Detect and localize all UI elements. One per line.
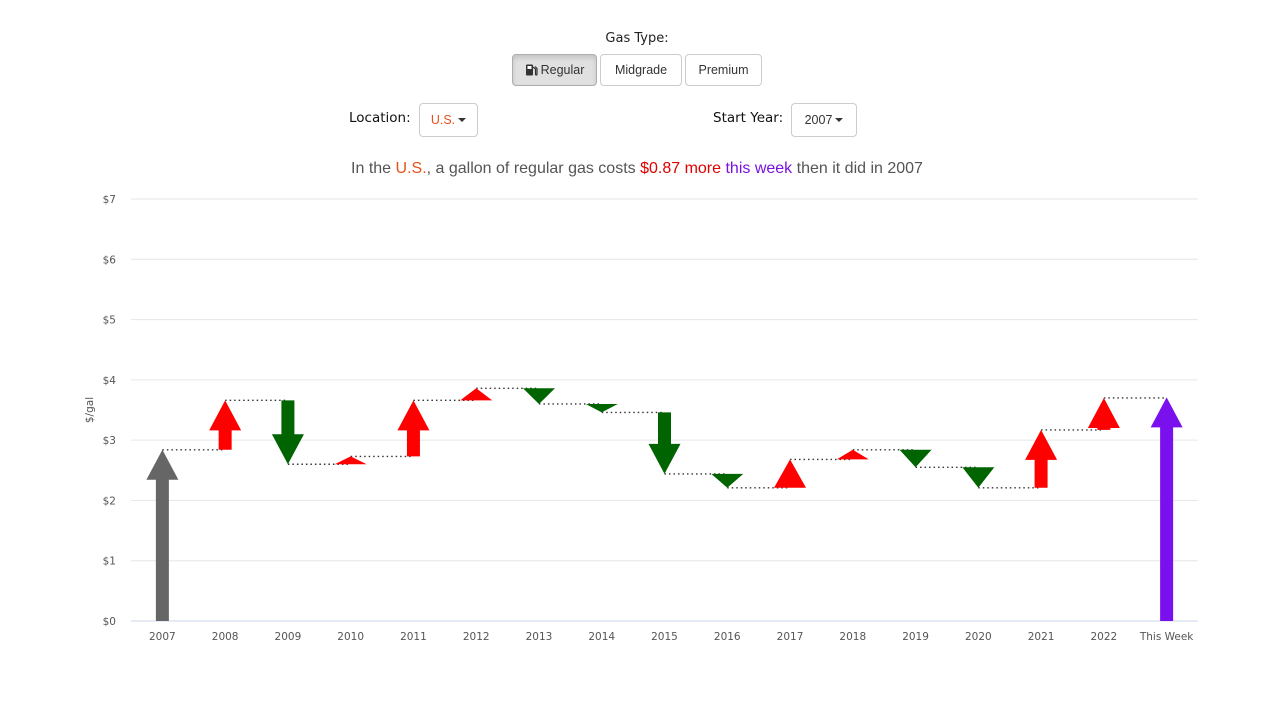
premium-button[interactable]: Premium bbox=[685, 54, 762, 86]
gas-pump-icon bbox=[525, 64, 538, 76]
x-tick-label: 2013 bbox=[526, 631, 553, 643]
x-tick-label: 2022 bbox=[1090, 631, 1117, 643]
bar-arrow-current bbox=[1150, 397, 1183, 621]
headline-middle: , a gallon of regular gas costs bbox=[426, 160, 641, 177]
midgrade-button-label: Midgrade bbox=[614, 63, 668, 77]
y-tick-label: $5 bbox=[103, 315, 116, 327]
x-tick-label: 2015 bbox=[651, 631, 678, 643]
regular-button[interactable]: Regular bbox=[512, 54, 597, 86]
bar-arrow-up bbox=[836, 449, 869, 460]
x-tick-label: 2021 bbox=[1028, 631, 1055, 643]
bar-arrow-down bbox=[899, 449, 932, 468]
location-label: Location: bbox=[349, 110, 411, 126]
x-tick-label: 2016 bbox=[714, 631, 741, 643]
regular-button-label: Regular bbox=[540, 63, 585, 77]
y-tick-label: $0 bbox=[103, 616, 116, 628]
location-dropdown-value: U.S. bbox=[430, 113, 456, 127]
start-year-dropdown[interactable]: 2007 bbox=[791, 103, 857, 137]
bar-arrow-down bbox=[648, 412, 681, 474]
x-tick-label: 2007 bbox=[149, 631, 176, 643]
start-year-label: Start Year: bbox=[713, 110, 784, 126]
headline-this-week: this week bbox=[725, 160, 793, 177]
bar-arrow-up bbox=[1025, 429, 1058, 488]
x-tick-label: 2011 bbox=[400, 631, 427, 643]
bar-arrow-down bbox=[962, 467, 995, 488]
y-tick-label: $4 bbox=[103, 375, 117, 387]
price-comparison-headline: In the U.S., a gallon of regular gas cos… bbox=[0, 160, 1274, 178]
x-tick-label: 2014 bbox=[588, 631, 615, 643]
x-tick-label: 2009 bbox=[275, 631, 302, 643]
bar-arrow-up bbox=[460, 388, 493, 401]
caret-down-icon bbox=[458, 118, 467, 122]
x-tick-label: 2012 bbox=[463, 631, 490, 643]
midgrade-button[interactable]: Midgrade bbox=[600, 54, 682, 86]
gas-type-button-group: Regular Midgrade Premium bbox=[512, 54, 762, 86]
bar-arrow-up bbox=[397, 400, 430, 457]
bar-arrow-down bbox=[522, 388, 555, 404]
gas-type-label: Gas Type: bbox=[605, 31, 669, 46]
y-tick-label: $6 bbox=[103, 254, 117, 266]
x-tick-label: 2008 bbox=[212, 631, 239, 643]
headline-location: U.S. bbox=[395, 160, 427, 177]
bar-arrow-down bbox=[271, 400, 304, 465]
headline-prefix: In the bbox=[351, 160, 396, 177]
x-tick-label: 2018 bbox=[839, 631, 866, 643]
headline-amount: $0.87 more bbox=[640, 160, 722, 177]
headline-year: 2007 bbox=[887, 160, 923, 177]
bar-arrow-up bbox=[334, 456, 367, 465]
bar-arrow-up bbox=[1087, 397, 1120, 430]
y-tick-label: $1 bbox=[103, 556, 116, 568]
caret-down-icon bbox=[835, 118, 844, 122]
x-tick-label: 2019 bbox=[902, 631, 929, 643]
gas-price-chart: $0 $1 $2 $3 $4 $5 $6 $7 $/gal 2007 2008 2009 2010 201… bbox=[84, 194, 1198, 643]
x-tick-label: 2017 bbox=[777, 631, 804, 643]
y-axis-label: $/gal bbox=[84, 397, 96, 423]
x-tick-label: 2010 bbox=[337, 631, 364, 643]
x-tick-label: 2020 bbox=[965, 631, 992, 643]
y-tick-label: $2 bbox=[103, 495, 116, 507]
start-year-dropdown-value: 2007 bbox=[804, 113, 833, 127]
bar-arrow-down bbox=[585, 403, 618, 413]
x-tick-label: This Week bbox=[1139, 631, 1194, 643]
bar-arrow-up bbox=[209, 400, 242, 450]
bar-arrow-start bbox=[146, 449, 179, 621]
y-tick-label: $3 bbox=[103, 435, 116, 447]
bar-arrow-up bbox=[774, 459, 807, 488]
y-tick-label: $7 bbox=[103, 194, 116, 206]
location-dropdown[interactable]: U.S. bbox=[419, 103, 478, 137]
bar-arrow-down bbox=[711, 473, 744, 488]
headline-suffix: then it did in bbox=[792, 160, 888, 177]
premium-button-label: Premium bbox=[698, 63, 749, 77]
